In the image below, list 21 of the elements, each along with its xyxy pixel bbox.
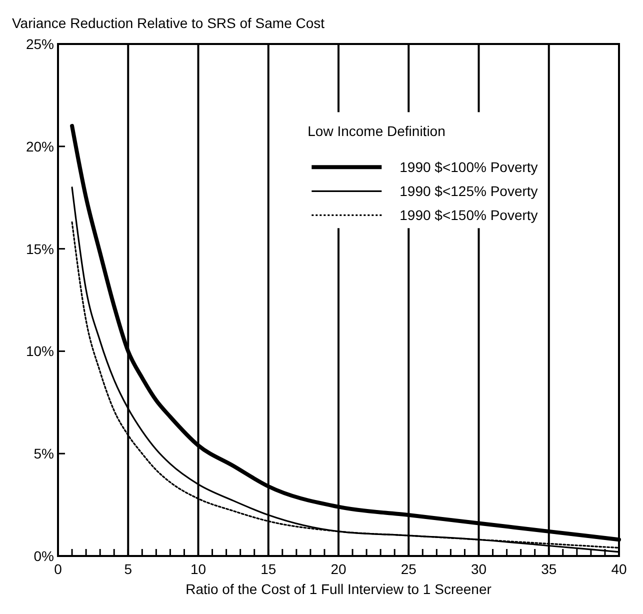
x-tick-label: 25 [400, 561, 417, 577]
y-axis-title: Variance Reduction Relative to SRS of Same Cost [12, 15, 325, 31]
x-tick-label: 30 [470, 561, 487, 577]
legend-title: Low Income Definition [308, 123, 446, 140]
y-tick-label: 0% [34, 548, 54, 564]
y-tick-label: 20% [26, 138, 54, 154]
x-tick-label: 40 [611, 561, 627, 577]
x-axis-title: Ratio of the Cost of 1 Full Interview to 1 Screener [186, 581, 492, 597]
x-tick-label: 0 [54, 561, 62, 577]
y-tick-label: 10% [26, 343, 54, 360]
legend-label: 1990 $<125% Poverty [400, 183, 538, 200]
legend-label: 1990 $<100% Poverty [400, 159, 538, 176]
legend-label: 1990 $<150% Poverty [400, 207, 538, 224]
x-tick-label: 5 [124, 561, 132, 577]
x-tick-label: 20 [330, 561, 346, 577]
x-tick-label: 15 [260, 561, 276, 577]
x-tick-label: 10 [190, 561, 206, 577]
y-tick-label: 5% [34, 446, 54, 462]
x-tick-label: 35 [541, 561, 557, 577]
y-tick-label: 15% [26, 240, 54, 257]
y-tick-label: 25% [26, 36, 54, 52]
